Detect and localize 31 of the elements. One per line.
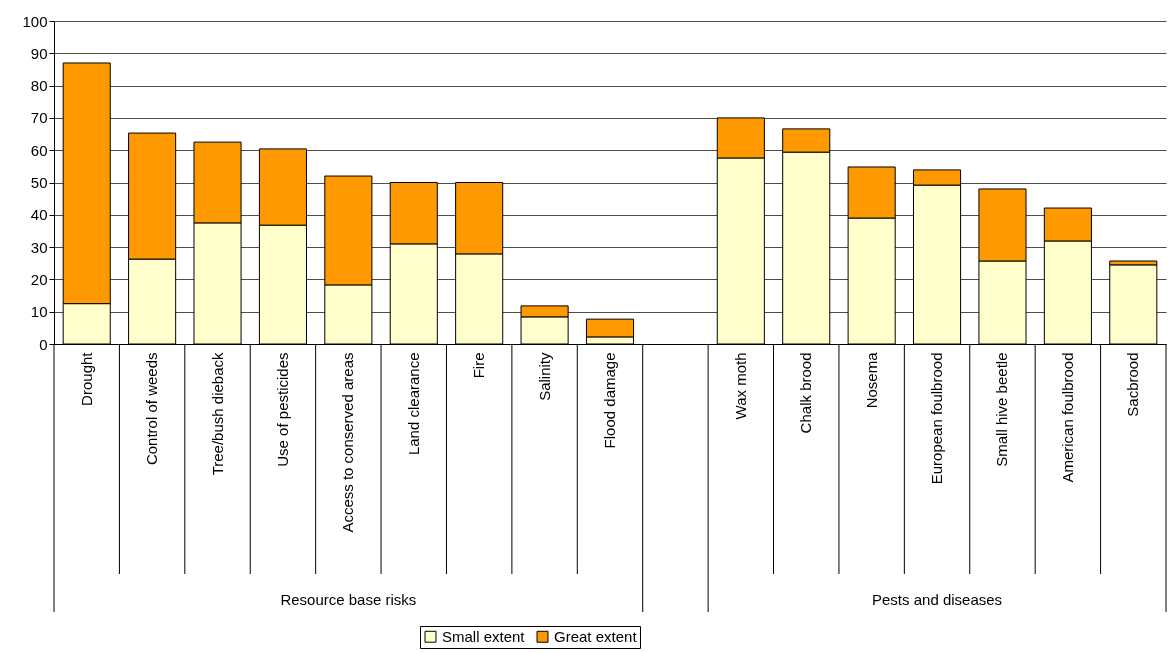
y-tick-label: 40 bbox=[30, 206, 48, 224]
x-tick-label: Use of pesticides bbox=[273, 352, 291, 467]
x-tick-label: Salinity bbox=[535, 352, 553, 401]
legend-label: Small extent bbox=[442, 627, 526, 645]
y-tick-label: 80 bbox=[30, 77, 48, 95]
x-tick-label: European foulbrood bbox=[928, 352, 946, 485]
x-tick-label: Small hive beetle bbox=[993, 352, 1011, 467]
x-tick-label: Drought bbox=[77, 351, 95, 406]
y-tick-label: 60 bbox=[30, 141, 48, 159]
y-tick-label: 20 bbox=[30, 270, 48, 288]
y-tick-label: 0 bbox=[39, 335, 48, 353]
x-tick-label: Control of weeds bbox=[143, 352, 161, 466]
x-tick-label: Sacbrood bbox=[1124, 352, 1142, 417]
x-tick-label: Land clearance bbox=[404, 352, 422, 456]
y-tick-label: 30 bbox=[30, 238, 48, 256]
text: Resource base risks bbox=[280, 591, 417, 608]
y-tick-label: 70 bbox=[30, 109, 48, 127]
x-tick-label: Chalk brood bbox=[797, 352, 815, 434]
x-tick-label: Flood damage bbox=[601, 352, 618, 449]
x-tick-label: Fire bbox=[470, 352, 488, 379]
legend-label: Great extent bbox=[554, 627, 638, 645]
y-tick-label: 10 bbox=[30, 303, 48, 321]
y-tick-label: 100 bbox=[22, 12, 48, 30]
y-tick-label: 90 bbox=[30, 44, 48, 62]
text: Pests and diseases bbox=[872, 591, 1003, 608]
x-tick-label: American foulbrood bbox=[1058, 352, 1076, 483]
y-tick-label: 50 bbox=[30, 174, 48, 191]
x-tick-label: Wax moth bbox=[731, 352, 749, 420]
x-tick-label: Access to conserved areas bbox=[339, 352, 357, 533]
x-tick-label: Nosema bbox=[862, 351, 880, 409]
x-tick-label: Tree/bush dieback bbox=[208, 352, 226, 476]
